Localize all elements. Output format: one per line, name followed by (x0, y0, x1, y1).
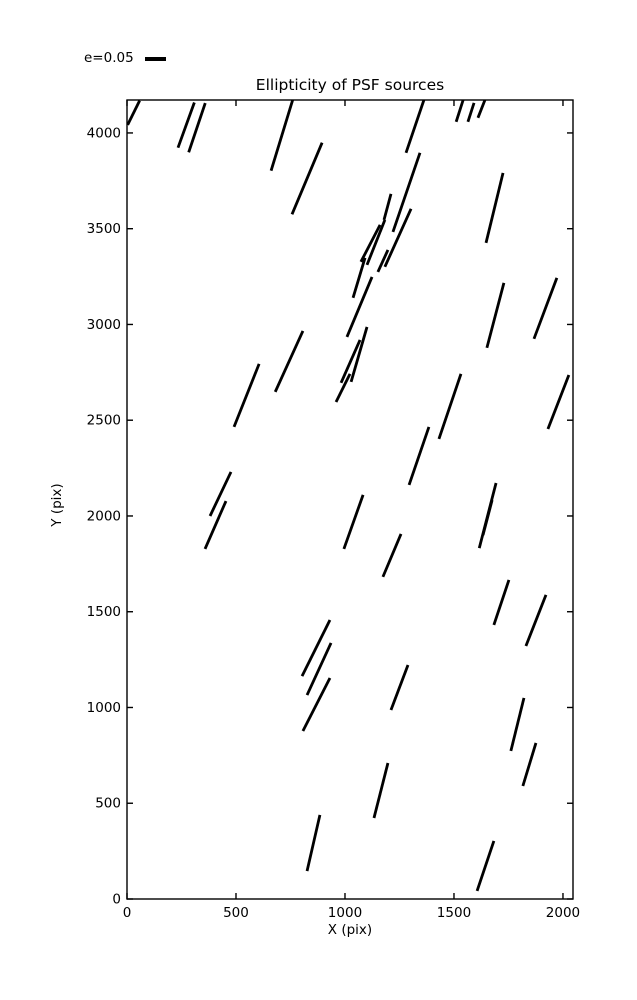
whisker-segment (300, 619, 332, 677)
whisker-segment (187, 102, 207, 153)
axes-frame (126, 99, 574, 900)
whisker-segment (359, 224, 382, 263)
whisker-segment (342, 494, 365, 550)
whisker-segment (404, 100, 426, 154)
whisker-segment (339, 339, 362, 384)
whisker-segment (305, 814, 322, 872)
whisker-segment (391, 152, 422, 233)
whisker-segment (475, 840, 496, 892)
y-tick-label: 2000 (87, 508, 121, 524)
whisker-segment (208, 471, 233, 517)
legend-label: e=0.05 (84, 50, 134, 66)
whisker-segment (437, 373, 463, 440)
whisker-segment (232, 363, 261, 428)
y-tick-label: 1500 (87, 604, 121, 620)
y-tick-label: 4000 (87, 125, 121, 141)
y-axis-label: Y (pix) (49, 483, 65, 527)
y-tick-label: 2500 (87, 413, 121, 429)
whisker-segment (203, 500, 228, 550)
x-tick-label: 0 (123, 905, 132, 921)
y-tick-label: 3500 (87, 221, 121, 237)
whisker-segment (345, 276, 374, 338)
y-tick-label: 500 (95, 796, 121, 812)
whisker-segment (484, 172, 505, 244)
whisker-segment (349, 326, 369, 383)
x-tick-label: 1500 (437, 905, 471, 921)
x-axis-label: X (pix) (327, 922, 373, 938)
legend: e=0.05 (84, 50, 166, 66)
whisker-segment (466, 102, 476, 123)
chart-title: Ellipticity of PSF sources (255, 76, 445, 94)
x-tick-label: 2000 (546, 905, 580, 921)
whisker-segments (127, 100, 571, 892)
whisker-segment (351, 257, 367, 299)
whisker-segment (481, 499, 494, 536)
x-tick-label: 1000 (328, 905, 362, 921)
whisker-segment (524, 594, 548, 647)
whisker-segment (492, 579, 511, 626)
whisker-segment (454, 100, 465, 123)
whisker-segment (476, 100, 487, 119)
whisker-segment (365, 219, 387, 266)
x-tick-label: 500 (223, 905, 249, 921)
whisker-segment (273, 330, 305, 393)
whisker-segment (381, 533, 403, 578)
whisker-segment (269, 100, 295, 172)
whisker-segment (485, 282, 506, 349)
legend-line-icon (144, 57, 166, 61)
y-tick-label: 3000 (87, 317, 121, 333)
y-tick-label: 0 (112, 892, 121, 908)
whisker-segment (382, 193, 393, 221)
whisker-segment (176, 102, 196, 149)
whisker-segment (376, 249, 390, 273)
whisker-segment (305, 642, 333, 696)
whisker-segment (546, 374, 571, 430)
whisker-segment (290, 142, 324, 215)
whisker-segment (127, 100, 141, 126)
whisker-segment (372, 762, 390, 819)
whisker-segment (407, 426, 431, 486)
whisker-segment (334, 373, 352, 403)
y-tick-label: 1000 (87, 700, 121, 716)
whisker-segment (532, 277, 559, 340)
whisker-segment (509, 697, 526, 752)
whisker-segment (521, 742, 538, 787)
whisker-segment (389, 664, 410, 711)
whisker-segment (301, 677, 332, 732)
whisker-segment (383, 208, 413, 268)
